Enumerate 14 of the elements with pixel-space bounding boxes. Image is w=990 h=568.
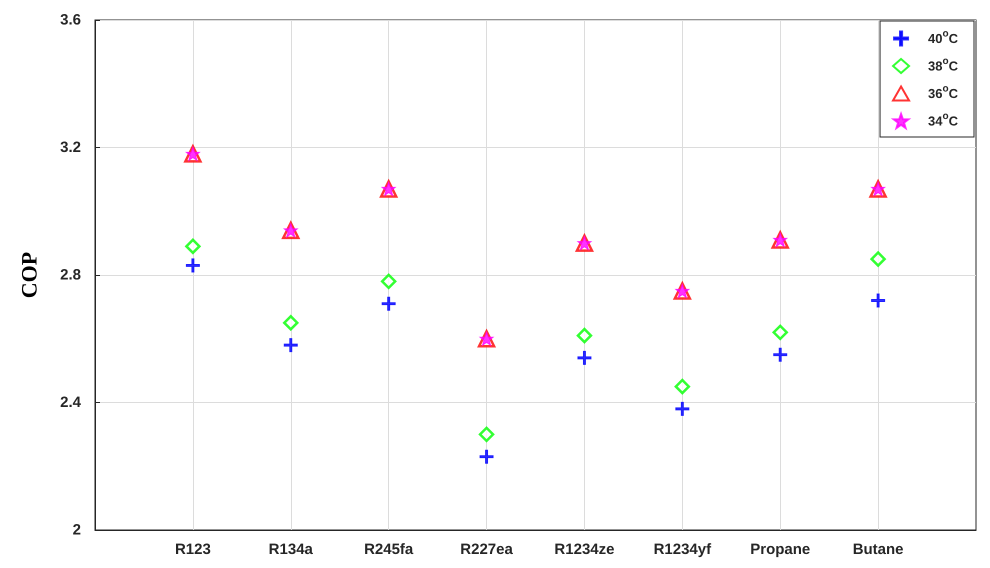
x-tick-label: R227ea bbox=[460, 541, 514, 558]
x-tick-label: Propane bbox=[750, 541, 810, 558]
x-tick-label: R1234yf bbox=[654, 541, 712, 558]
x-tick-label: R134a bbox=[268, 541, 314, 558]
y-tick-label: 2 bbox=[72, 522, 81, 538]
y-tick-label: 3.6 bbox=[60, 12, 81, 28]
x-tick-label: R123 bbox=[174, 541, 211, 558]
y-axis-title: COP bbox=[16, 252, 42, 298]
x-tick-label: Butane bbox=[852, 541, 904, 558]
y-tick-label: 2.4 bbox=[60, 394, 82, 411]
x-tick-label: R245fa bbox=[364, 541, 414, 558]
y-tick-label: 3.2 bbox=[60, 139, 81, 156]
y-tick-label: 2.8 bbox=[60, 266, 81, 284]
x-tick-label: R1234ze bbox=[554, 541, 614, 558]
